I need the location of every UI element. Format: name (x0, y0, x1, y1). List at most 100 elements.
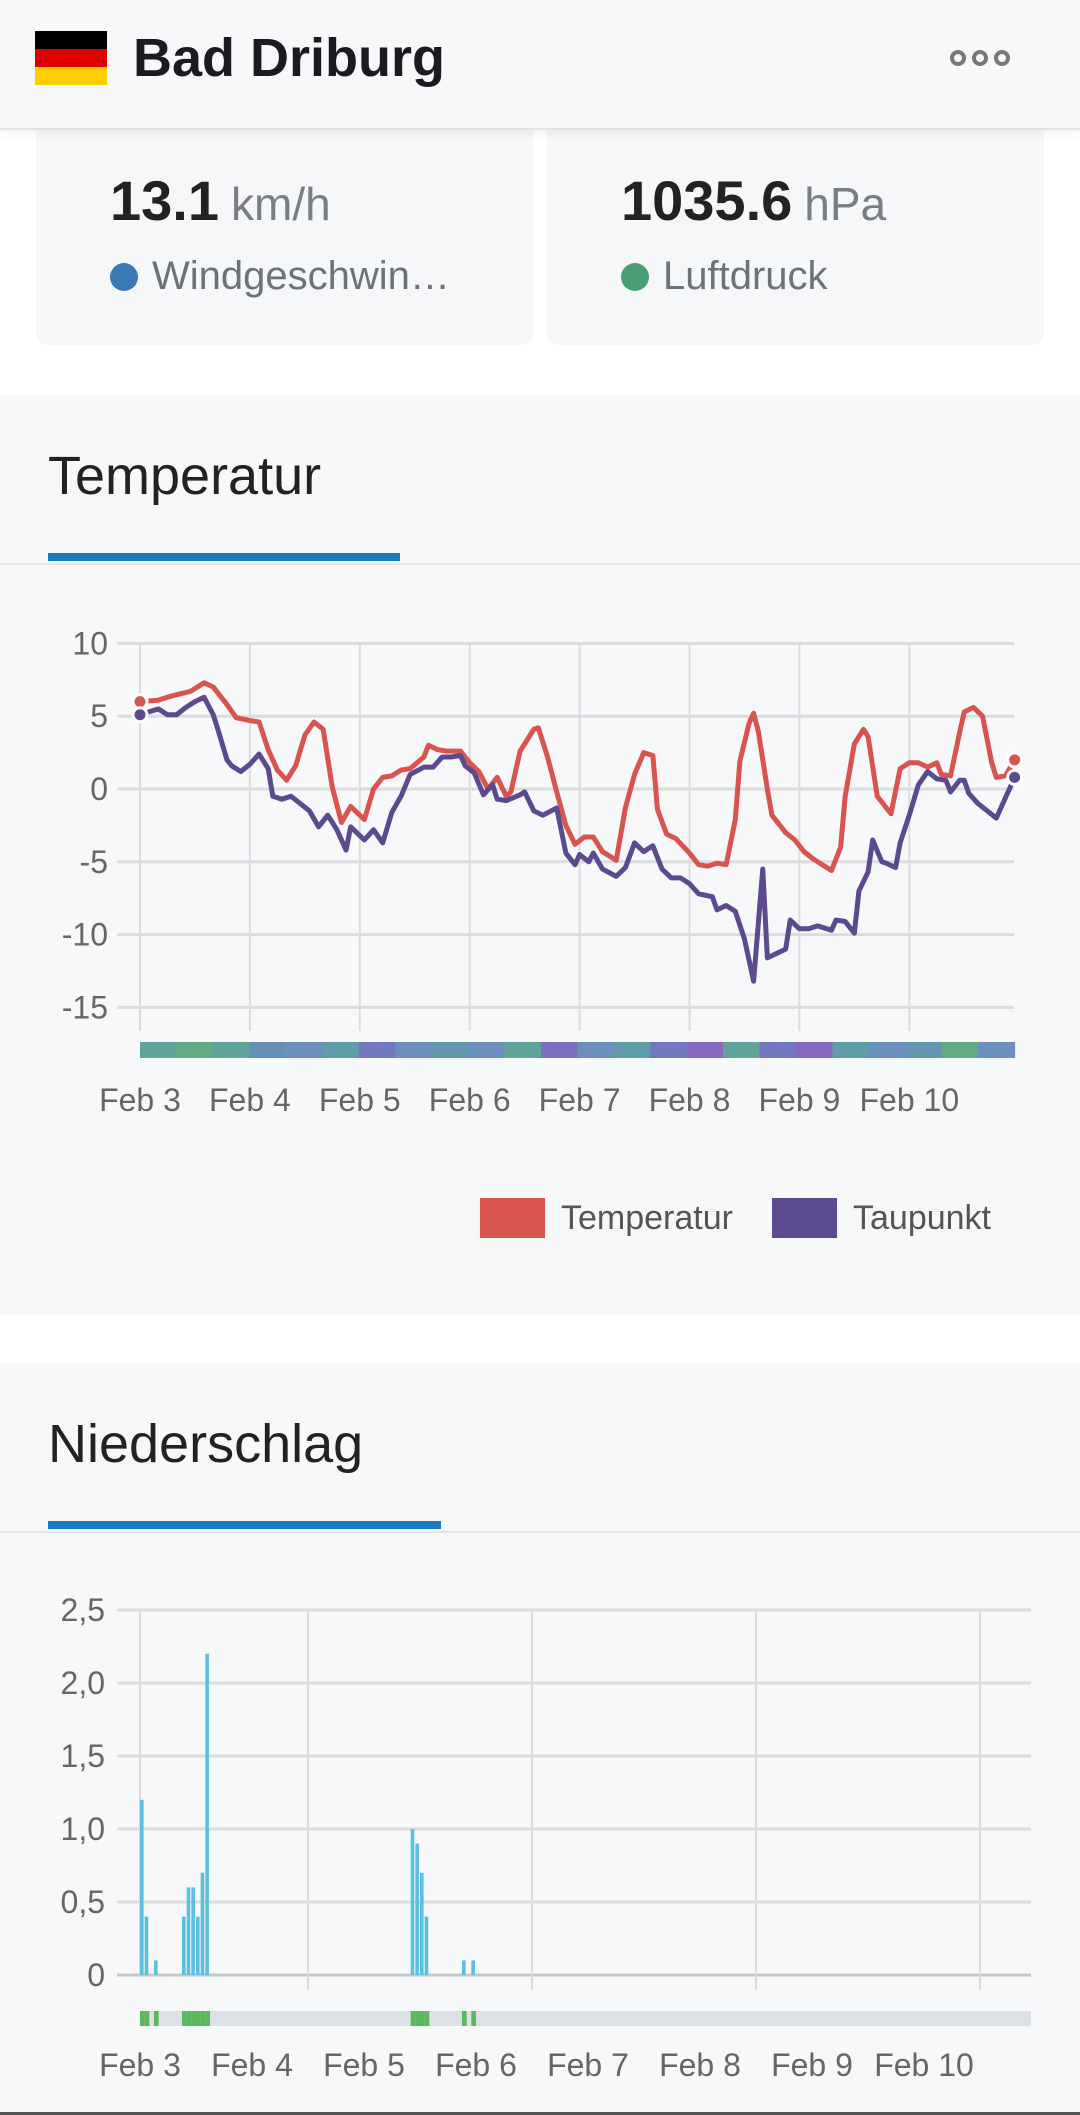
wind-speed-label: Windgeschwin… (152, 254, 450, 298)
pressure-card[interactable]: 1035.6 hPa Luftdruck (547, 130, 1044, 345)
y-tick-label: 2,0 (61, 1665, 105, 1701)
condition-band-segment (905, 1042, 943, 1058)
series-line-dewpoint (139, 694, 1017, 984)
precipitation-band-segment (415, 2011, 421, 2026)
series-endpoint (1006, 751, 1024, 769)
temperature-tab[interactable]: Temperatur (48, 446, 322, 506)
x-tick-label: Feb 10 (859, 1082, 959, 1118)
precipitation-band-segment (205, 2011, 211, 2026)
precipitation-band-segment (182, 2011, 187, 2026)
x-tick-label: Feb 9 (771, 2047, 853, 2083)
y-tick-label: -10 (62, 917, 108, 953)
page-title: Bad Driburg (133, 28, 446, 88)
precipitation-bar (410, 1829, 415, 1975)
condition-band-segment (540, 1042, 578, 1058)
precipitation-band-segment (471, 2011, 477, 2026)
bottom-edge (0, 2112, 1080, 2115)
precipitation-bar (182, 1916, 186, 1975)
condition-band-segment (759, 1042, 797, 1058)
precipitation-band-segment (144, 2011, 150, 2026)
precipitation-bar (424, 1916, 429, 1975)
x-tick-label: Feb 8 (649, 1082, 731, 1118)
series-line-temperature (139, 680, 1017, 874)
x-tick-label: Feb 4 (209, 1082, 291, 1118)
precipitation-bar (186, 1887, 191, 1975)
wind-speed-card[interactable]: 13.1 km/h Windgeschwin… (36, 130, 533, 345)
condition-band-segment (322, 1042, 360, 1058)
condition-band-segment (249, 1042, 287, 1058)
condition-band-segment (868, 1042, 906, 1058)
x-tick-label: Feb 5 (319, 1082, 401, 1118)
precipitation-bar (415, 1843, 419, 1975)
precipitation-band-segment (196, 2011, 201, 2026)
x-tick-label: Feb 7 (547, 2047, 629, 2083)
legend-label: Temperatur (561, 1198, 733, 1237)
precipitation-band-segment (186, 2011, 192, 2026)
more-dots-icon (972, 50, 988, 66)
condition-band-segment (613, 1042, 651, 1058)
precipitation-band-segment (200, 2011, 206, 2026)
condition-band-segment (577, 1042, 615, 1058)
precipitation-band-segment (462, 2011, 467, 2026)
x-tick-label: Feb 5 (323, 2047, 405, 2083)
divider (0, 1531, 1080, 1533)
x-tick-label: Feb 10 (874, 2047, 974, 2083)
more-dots-icon (994, 50, 1010, 66)
more-dots-icon (950, 50, 966, 66)
precipitation-bar (196, 1916, 200, 1975)
x-tick-label: Feb 7 (539, 1082, 621, 1118)
y-tick-label: 0 (90, 771, 108, 807)
active-tab-indicator (48, 553, 400, 561)
precipitation-band-segment (154, 2011, 159, 2026)
condition-band-segment (140, 1042, 177, 1058)
precipitation-bar (200, 1872, 205, 1975)
wind-speed-unit: km/h (231, 178, 331, 230)
wind-speed-value: 13.1 (110, 169, 219, 232)
precipitation-band (140, 2011, 1031, 2026)
precipitation-bar (205, 1653, 209, 1975)
precipitation-section: Niederschlag (0, 1363, 1080, 2115)
x-tick-label: Feb 3 (99, 1082, 181, 1118)
precipitation-band-segment (424, 2011, 430, 2026)
legend-swatch (772, 1198, 837, 1238)
more-menu-button[interactable] (950, 44, 1026, 72)
precipitation-bar (420, 1872, 424, 1975)
legend-label: Taupunkt (853, 1198, 991, 1237)
x-tick-label: Feb 8 (659, 2047, 741, 2083)
condition-band-segment (431, 1042, 469, 1058)
condition-band-segment (358, 1042, 396, 1058)
y-tick-label: 1,0 (61, 1811, 105, 1847)
condition-band-segment (395, 1042, 433, 1058)
legend-swatch (480, 1198, 545, 1238)
legend-item-temperature[interactable]: Temperatur (480, 1198, 733, 1238)
condition-band-segment (832, 1042, 870, 1058)
pressure-label: Luftdruck (663, 254, 828, 298)
y-tick-label: 0 (87, 1957, 105, 1993)
y-tick-label: -5 (80, 844, 108, 880)
pressure-unit: hPa (804, 178, 887, 230)
precipitation-bar (154, 1960, 158, 1975)
condition-band-segment (941, 1042, 979, 1058)
x-tick-label: Feb 3 (99, 2047, 181, 2083)
series-endpoint (131, 706, 149, 724)
precipitation-bar (144, 1916, 149, 1975)
precipitation-bar (471, 1960, 475, 1975)
y-tick-label: 1,5 (61, 1738, 105, 1774)
precipitation-tab[interactable]: Niederschlag (48, 1414, 364, 1474)
precipitation-band-segment (191, 2011, 197, 2026)
y-tick-label: 5 (90, 698, 108, 734)
condition-band-segment (650, 1042, 688, 1058)
precipitation-bar (462, 1960, 466, 1975)
condition-band-segment (795, 1042, 833, 1058)
x-tick-label: Feb 6 (435, 2047, 517, 2083)
condition-band-segment (978, 1042, 1016, 1058)
x-tick-label: Feb 4 (211, 2047, 293, 2083)
condition-band-segment (504, 1042, 542, 1058)
divider (0, 563, 1080, 565)
legend-item-dewpoint[interactable]: Taupunkt (772, 1198, 991, 1238)
y-tick-label: 0,5 (61, 1884, 105, 1920)
y-tick-label: 10 (72, 625, 108, 661)
condition-band-segment (723, 1042, 761, 1058)
condition-band-segment (212, 1042, 250, 1058)
